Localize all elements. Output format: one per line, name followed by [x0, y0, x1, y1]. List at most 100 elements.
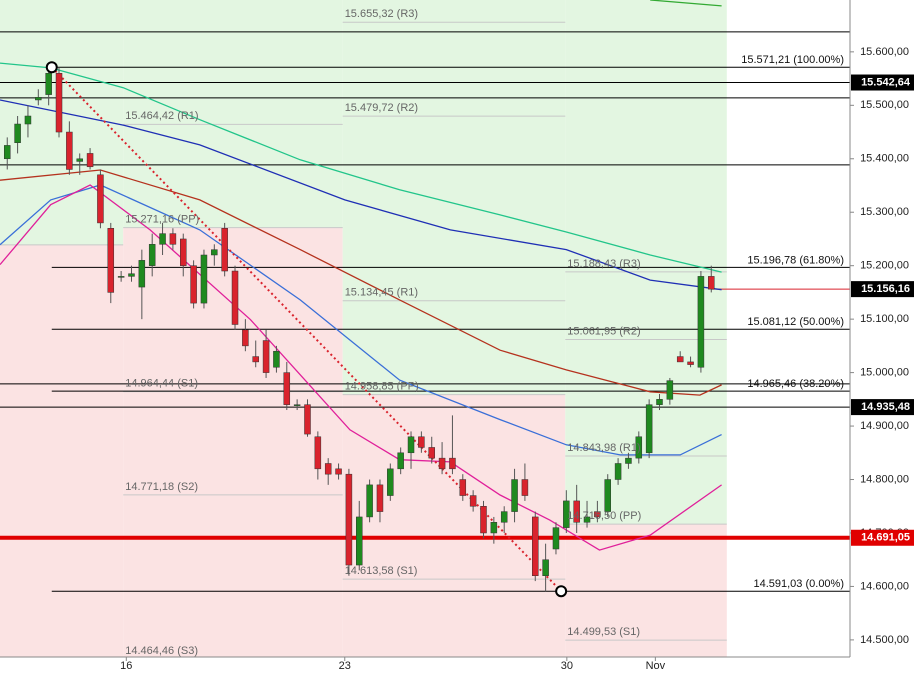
candles	[3, 61, 715, 598]
candle-body	[324, 463, 332, 475]
price-tag-label: 14.935,48	[861, 401, 910, 413]
candle-body	[200, 254, 208, 304]
candle-body	[45, 72, 52, 95]
candle-body	[573, 500, 580, 523]
candle-body	[490, 522, 498, 534]
y-axis-panel	[850, 0, 916, 674]
pivot-label: 15.655,32 (R3)	[345, 8, 418, 20]
moving-average	[650, 0, 722, 7]
candle-body	[407, 436, 415, 454]
candle-body	[76, 158, 83, 162]
candle-body	[594, 511, 601, 518]
moving-average	[0, 99, 722, 291]
y-tick-label: 15.300,00	[860, 206, 909, 218]
fib-label: 15.196,78 (61.80%)	[747, 254, 844, 266]
candle-body	[169, 233, 177, 245]
candle-body	[459, 479, 467, 496]
zone-below-pp	[342, 394, 566, 657]
pivot-label: 14.964,44 (S1)	[125, 378, 198, 390]
pivot-label: 15.464,42 (R1)	[125, 110, 198, 122]
candle-body	[293, 404, 301, 406]
pivot-label: 14.843,98 (R1)	[567, 442, 640, 454]
candle-body	[128, 273, 135, 277]
moving-average	[0, 169, 722, 396]
candle-body	[366, 484, 373, 518]
candle-body	[604, 479, 611, 512]
y-tick-label: 15.200,00	[860, 260, 909, 272]
price-tag	[851, 529, 914, 546]
fib-anchor	[555, 585, 568, 598]
price-tag	[851, 281, 914, 298]
candle-body	[3, 145, 11, 160]
pivot-label: 14.771,18 (S2)	[125, 481, 198, 493]
y-tick-label: 15.500,00	[860, 99, 909, 111]
y-tick-label: 15.000,00	[860, 367, 909, 379]
candle-body	[190, 265, 197, 304]
x-tick-label: 23	[339, 660, 351, 672]
candle-body	[614, 463, 622, 480]
candle-body	[469, 495, 477, 507]
candle-body	[697, 276, 705, 368]
candle-body	[24, 115, 32, 125]
candle-body	[500, 511, 508, 523]
zone-above-pp	[123, 0, 343, 228]
candle-body	[708, 276, 715, 290]
candle-body	[356, 516, 363, 566]
fib-label: 15.081,12 (50.00%)	[747, 316, 844, 328]
fib-label: 14.965,46 (38.20%)	[747, 378, 844, 390]
price-tag-label: 15.156,16	[861, 283, 910, 295]
candle-body	[273, 350, 280, 368]
candle-body	[625, 457, 632, 464]
y-tick-label: 14.500,00	[860, 634, 909, 646]
candle-body	[552, 527, 560, 550]
zone-above-pp	[342, 0, 566, 395]
pivot-label: 14.499,53 (S1)	[567, 626, 640, 638]
pivot-label: 14.464,46 (S3)	[125, 645, 198, 657]
candle-body	[35, 97, 42, 101]
fib-trendline	[51, 66, 562, 592]
candle-body	[66, 131, 73, 170]
moving-average	[0, 62, 722, 273]
candle-body	[14, 123, 21, 143]
candle-body	[314, 436, 322, 470]
candle-body	[335, 468, 342, 475]
candle-body	[387, 468, 394, 496]
candle-body	[231, 270, 239, 325]
axes: 14.500,0014.600,0014.700,0014.800,0014.9…	[120, 46, 914, 672]
fib-label: 14.591,03 (0.00%)	[753, 578, 844, 590]
candle-body	[252, 356, 259, 363]
candle-body	[262, 340, 270, 373]
y-tick-label: 14.800,00	[860, 473, 909, 485]
price-tag-label: 15.542,64	[861, 76, 911, 88]
candle-body	[376, 484, 384, 512]
pivot-label: 15.061,95 (R2)	[567, 325, 640, 337]
price-tag	[851, 399, 914, 416]
candle-body	[656, 399, 663, 405]
pivot-label: 14.958,85 (PP)	[345, 381, 419, 393]
candle-body	[532, 516, 539, 576]
candle-body	[107, 228, 115, 293]
candle-body	[583, 516, 591, 523]
candle-body	[221, 228, 228, 272]
candle-body	[397, 452, 404, 470]
candle-body	[666, 380, 674, 400]
candle-body	[242, 329, 249, 347]
fib-anchor	[45, 61, 58, 74]
pivot-label: 14.716,50 (PP)	[567, 510, 641, 522]
zone-below-pp	[0, 244, 124, 657]
x-axis-panel	[0, 657, 916, 674]
candle-body	[687, 361, 694, 365]
candle-body	[521, 479, 529, 496]
x-tick-label: 16	[120, 660, 132, 672]
candle-body	[304, 404, 311, 435]
candle-body	[211, 249, 218, 256]
candle-body	[428, 447, 435, 459]
candle-body	[55, 72, 63, 133]
candle-body	[117, 276, 125, 278]
pivot-label: 15.134,45 (R1)	[345, 287, 418, 299]
pivot-label: 14.613,58 (S1)	[345, 565, 418, 577]
pivot-label: 15.188,43 (R3)	[567, 258, 640, 270]
price-tag-label: 14.691,05	[861, 532, 910, 544]
candle-body	[86, 153, 94, 168]
